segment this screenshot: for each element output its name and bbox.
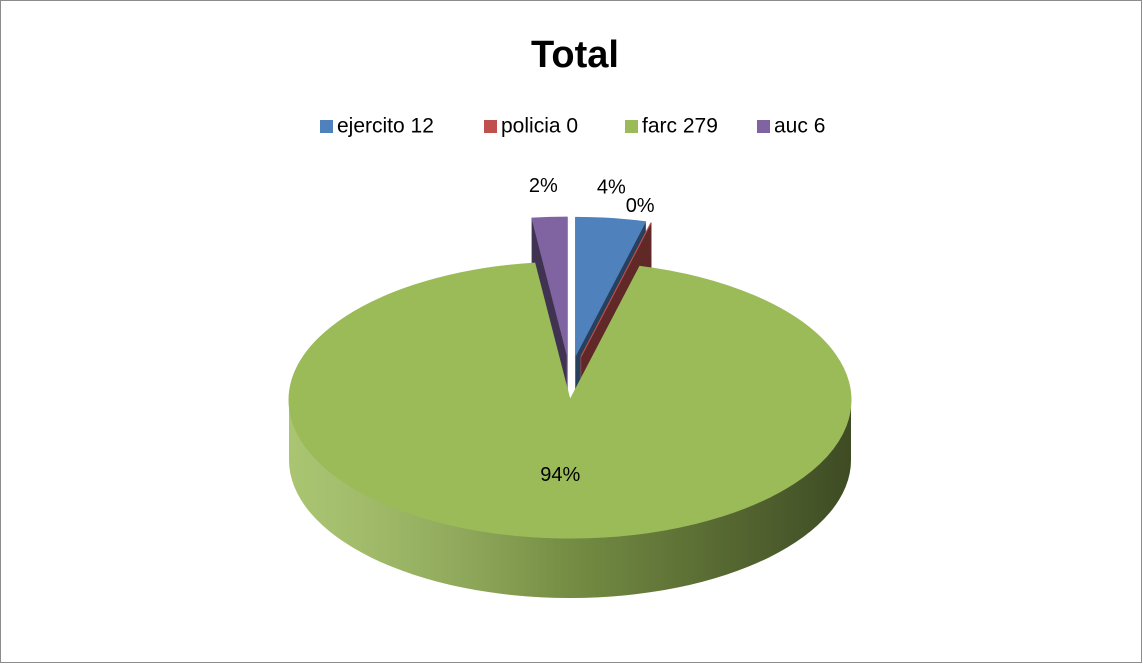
legend-swatch xyxy=(484,120,497,133)
chart-title: Total xyxy=(531,34,619,76)
legend-swatch xyxy=(757,120,770,133)
slice xyxy=(531,216,568,356)
legend-swatch xyxy=(625,120,638,133)
slice-side-shade xyxy=(289,400,851,598)
slice xyxy=(288,262,852,539)
data-label: 94% xyxy=(540,464,580,486)
legend-label: ejercito 12 xyxy=(337,115,434,138)
slice xyxy=(575,216,647,356)
data-label: 2% xyxy=(529,175,558,197)
legend-swatch xyxy=(320,120,333,133)
data-label: 0% xyxy=(626,195,655,217)
data-label: 4% xyxy=(597,176,626,198)
legend-label: farc 279 xyxy=(642,115,718,138)
legend-label: policia 0 xyxy=(501,115,578,138)
legend-label: auc 6 xyxy=(774,115,825,138)
